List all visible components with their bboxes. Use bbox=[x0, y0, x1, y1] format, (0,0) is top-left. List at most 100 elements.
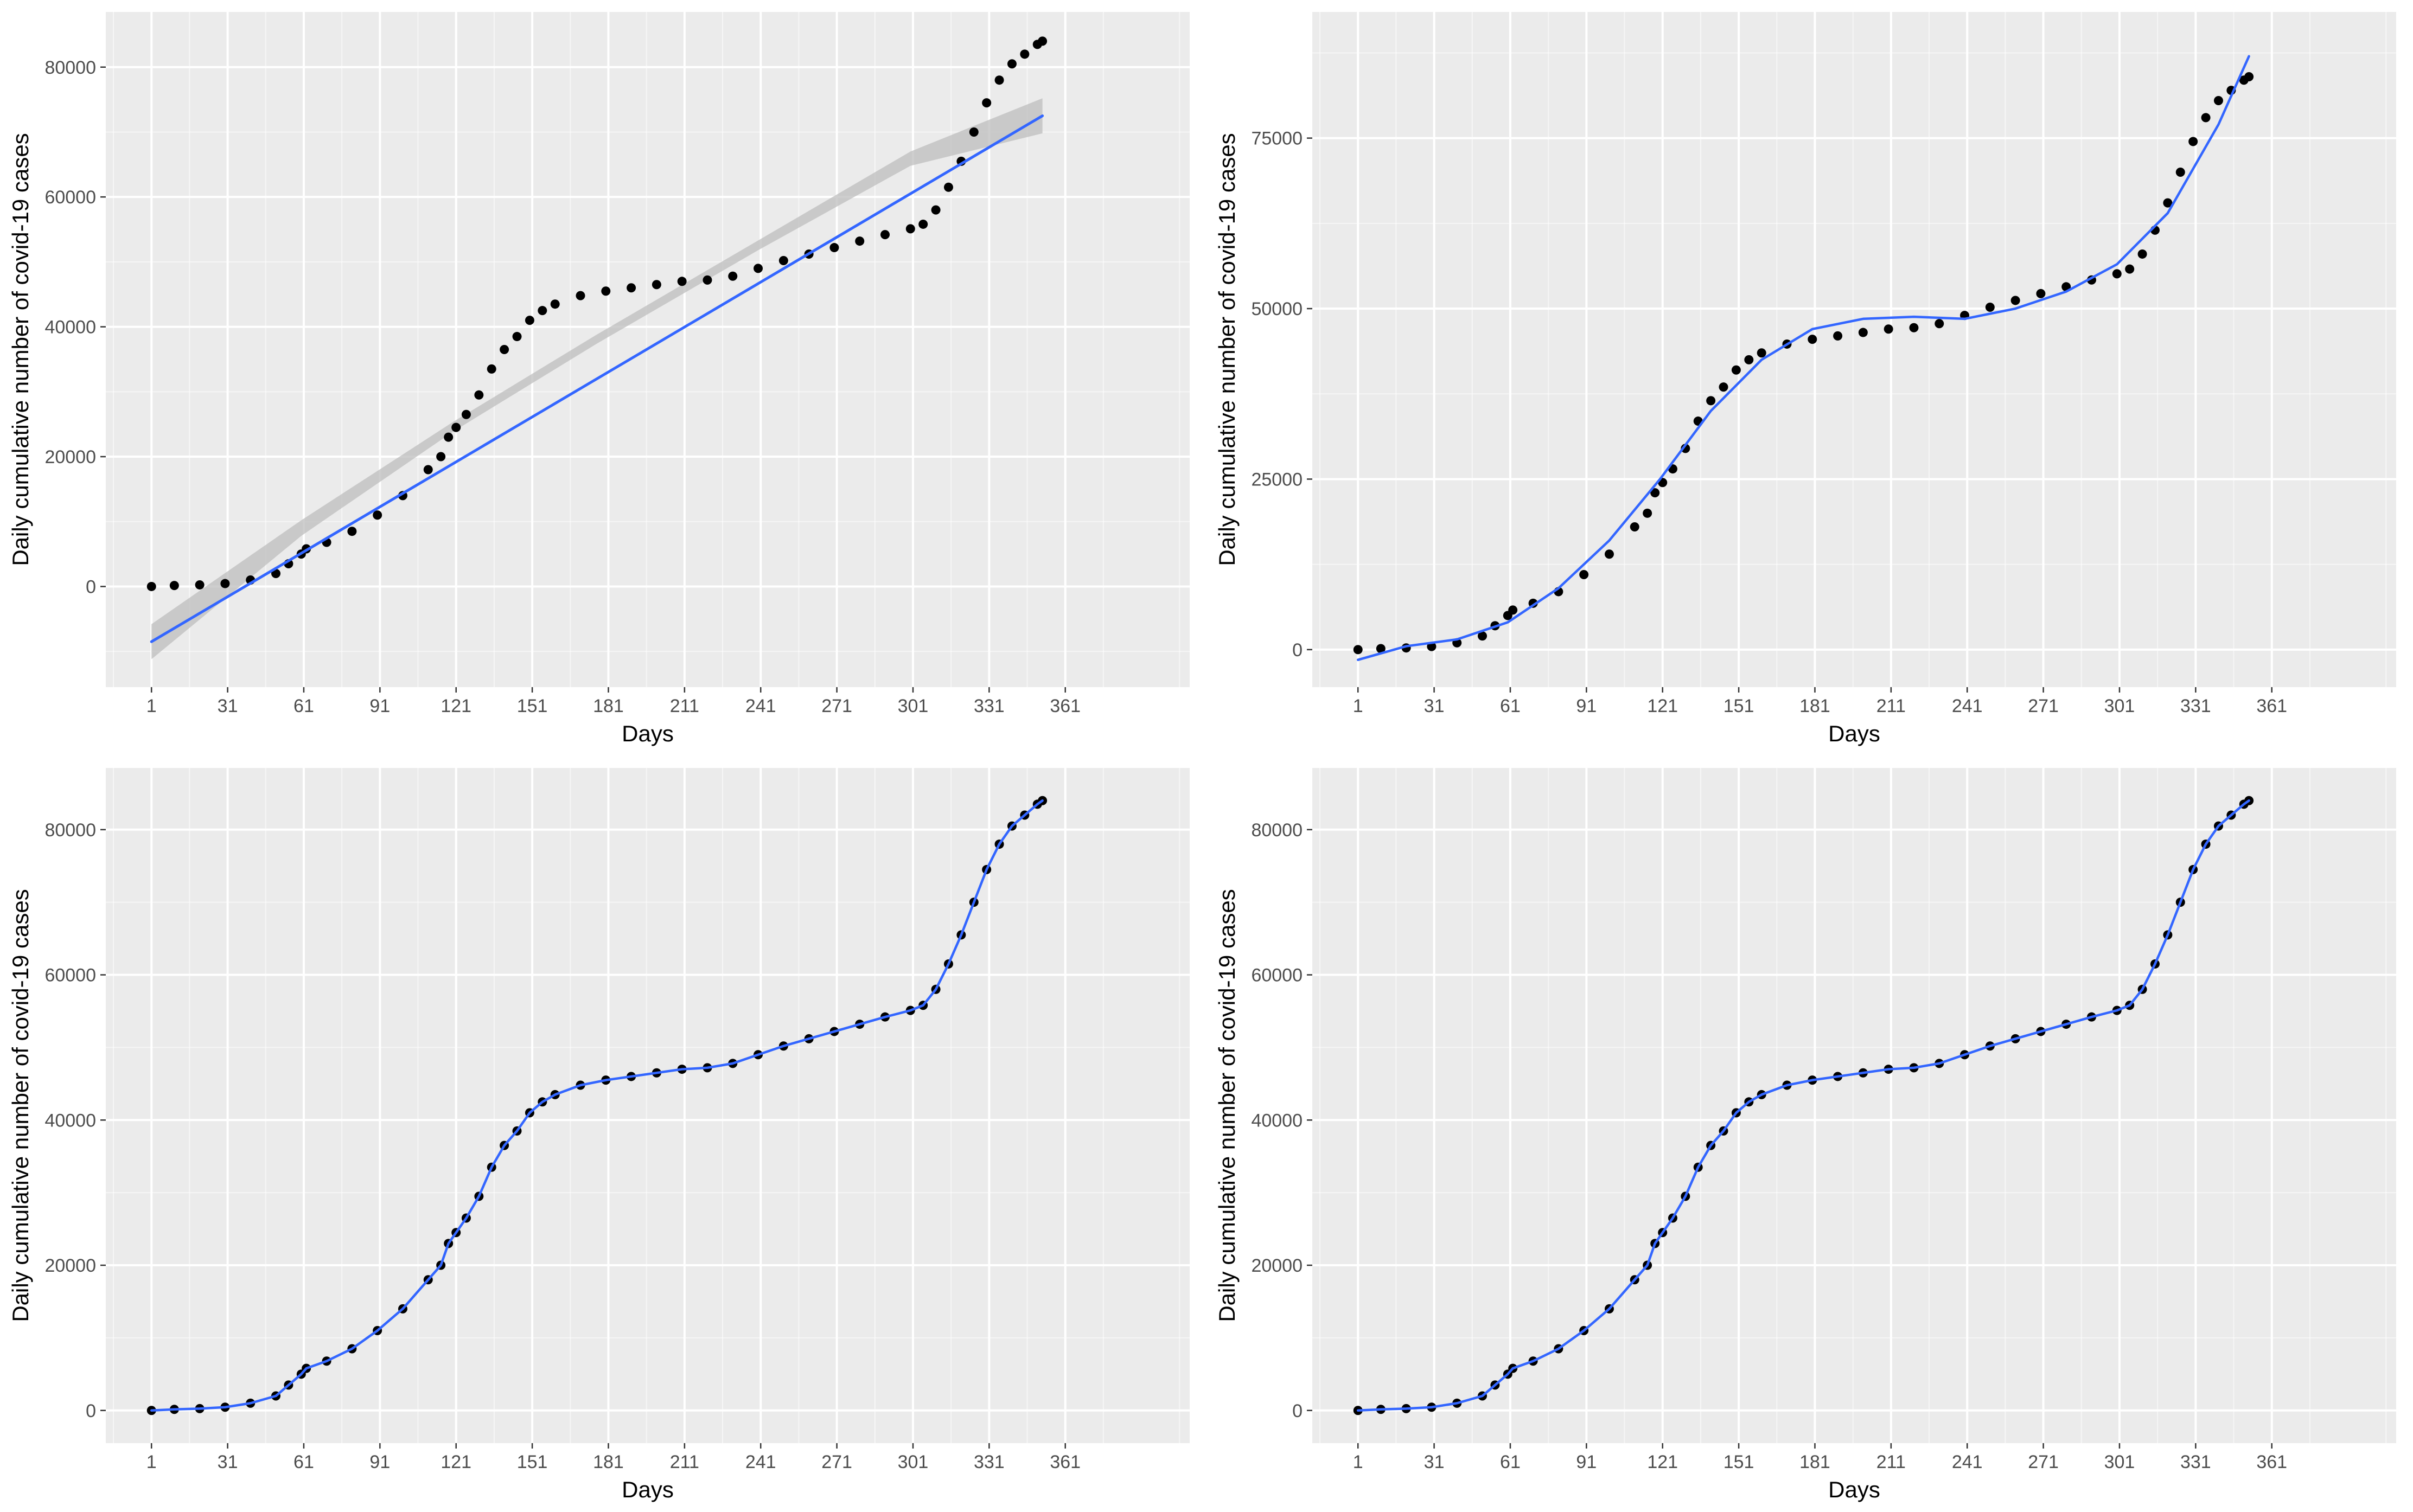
x-tick-label: 1 bbox=[1353, 1452, 1363, 1472]
x-tick-label: 331 bbox=[974, 696, 1005, 716]
y-tick-label: 0 bbox=[1292, 640, 1303, 661]
x-axis-title: Days bbox=[622, 1477, 674, 1502]
data-point bbox=[436, 452, 446, 462]
fit-line bbox=[1356, 55, 2250, 661]
data-point bbox=[576, 291, 585, 300]
x-tick-label: 211 bbox=[670, 1452, 699, 1472]
x-tick-label: 241 bbox=[745, 696, 776, 716]
x-tick-label: 331 bbox=[2180, 696, 2211, 716]
chart-svg: 1 31 61 91 121 151 181 211 241 271 301 331 361 0 25000… bbox=[1214, 12, 2396, 746]
y-tick-label: 40000 bbox=[44, 317, 96, 338]
plot-background bbox=[106, 768, 1190, 1443]
y-tick-label: 20000 bbox=[44, 1255, 96, 1276]
data-point bbox=[2244, 72, 2254, 81]
data-point bbox=[1744, 355, 1754, 364]
chart-svg: 1 31 61 91 121 151 181 211 241 271 301 331 361 0 20000… bbox=[8, 768, 1190, 1502]
data-point bbox=[1808, 335, 1817, 344]
data-point bbox=[1353, 645, 1363, 655]
data-point bbox=[1833, 331, 1843, 341]
confidence-band bbox=[151, 98, 1043, 659]
x-tick-label: 1 bbox=[1353, 696, 1363, 716]
x-tick-label: 301 bbox=[2104, 696, 2135, 716]
x-tick-label: 1 bbox=[146, 696, 157, 716]
fit-line bbox=[150, 114, 1044, 643]
chart-svg: 1 31 61 91 121 151 181 211 241 271 301 331 361 0 20000… bbox=[1214, 768, 2396, 1502]
x-tick-label: 31 bbox=[218, 696, 238, 716]
data-point bbox=[931, 205, 941, 215]
x-tick-label: 31 bbox=[218, 1452, 238, 1472]
fit-line bbox=[150, 799, 1044, 1412]
chart-panel-model-fit-a: 1 31 61 91 121 151 181 211 241 271 301 331 361 0 20000… bbox=[0, 756, 1206, 1512]
y-tick-label: 40000 bbox=[1251, 1110, 1303, 1131]
x-tick-label: 241 bbox=[1952, 696, 1983, 716]
x-tick-label: 301 bbox=[898, 696, 929, 716]
x-tick-label: 61 bbox=[1500, 696, 1521, 716]
data-point bbox=[1706, 396, 1716, 406]
x-tick-label: 181 bbox=[593, 1452, 624, 1472]
data-point bbox=[943, 182, 953, 192]
data-point bbox=[2213, 95, 2223, 105]
x-tick-label: 211 bbox=[1876, 696, 1906, 716]
y-tick-label: 40000 bbox=[44, 1110, 96, 1131]
x-tick-label: 271 bbox=[821, 696, 852, 716]
data-point bbox=[423, 465, 433, 475]
data-point bbox=[169, 581, 179, 591]
y-tick-label: 20000 bbox=[1251, 1255, 1303, 1276]
y-tick-label: 25000 bbox=[1251, 469, 1303, 490]
x-tick-label: 1 bbox=[146, 1452, 157, 1472]
x-tick-label: 121 bbox=[441, 1452, 471, 1472]
data-point bbox=[500, 345, 509, 354]
x-tick-label: 271 bbox=[2028, 1452, 2059, 1472]
data-point bbox=[1007, 59, 1017, 69]
x-tick-label: 331 bbox=[2180, 1452, 2211, 1472]
y-tick-label: 0 bbox=[86, 576, 96, 597]
x-tick-label: 31 bbox=[1424, 696, 1445, 716]
data-point bbox=[2010, 296, 2020, 305]
chart-panel-model-fit-b: 1 31 61 91 121 151 181 211 241 271 301 331 361 0 20000… bbox=[1206, 756, 2413, 1512]
y-tick-label: 20000 bbox=[44, 447, 96, 467]
x-tick-label: 241 bbox=[1952, 1452, 1983, 1472]
data-point bbox=[778, 255, 788, 265]
data-point bbox=[2036, 289, 2046, 298]
x-tick-label: 271 bbox=[2028, 696, 2059, 716]
x-tick-label: 91 bbox=[1576, 1452, 1597, 1472]
y-axis-title: Daily cumulative number of covid-19 case… bbox=[8, 133, 33, 566]
data-point bbox=[1858, 328, 1868, 337]
plot-background bbox=[1312, 768, 2396, 1443]
x-tick-label: 91 bbox=[369, 696, 390, 716]
data-point bbox=[444, 432, 454, 442]
data-point bbox=[271, 569, 281, 579]
y-axis-title: Daily cumulative number of covid-19 case… bbox=[1214, 133, 1240, 566]
x-tick-label: 331 bbox=[974, 1452, 1005, 1472]
x-tick-label: 301 bbox=[2104, 1452, 2135, 1472]
chart-panel-linear-fit: 1 31 61 91 121 151 181 211 241 271 301 331 361 0 20000… bbox=[0, 0, 1206, 756]
y-tick-label: 60000 bbox=[44, 187, 96, 208]
data-point bbox=[880, 230, 890, 240]
chart-panel-smooth-fit: 1 31 61 91 121 151 181 211 241 271 301 331 361 0 25000… bbox=[1206, 0, 2413, 756]
plot-background bbox=[1312, 12, 2396, 687]
data-point bbox=[1985, 303, 1995, 312]
x-tick-label: 121 bbox=[441, 696, 471, 716]
y-tick-label: 50000 bbox=[1251, 299, 1303, 319]
x-axis-title: Days bbox=[1828, 1477, 1880, 1502]
x-tick-label: 151 bbox=[517, 1452, 548, 1472]
data-point bbox=[1719, 382, 1728, 392]
data-point bbox=[474, 390, 484, 400]
x-tick-label: 61 bbox=[1500, 1452, 1521, 1472]
data-point bbox=[1731, 365, 1741, 375]
data-point bbox=[146, 581, 156, 591]
x-tick-label: 301 bbox=[898, 1452, 929, 1472]
data-point bbox=[905, 224, 915, 234]
x-tick-label: 241 bbox=[745, 1452, 776, 1472]
y-axis-title: Daily cumulative number of covid-19 case… bbox=[1214, 889, 1240, 1322]
data-point bbox=[1909, 323, 1919, 332]
data-point bbox=[994, 75, 1004, 85]
x-tick-label: 121 bbox=[1647, 1452, 1678, 1472]
x-tick-label: 271 bbox=[821, 1452, 852, 1472]
data-point bbox=[1038, 36, 1048, 46]
x-tick-label: 121 bbox=[1647, 696, 1678, 716]
data-point bbox=[855, 236, 865, 246]
data-point bbox=[728, 271, 738, 281]
x-tick-label: 181 bbox=[1799, 1452, 1830, 1472]
x-tick-label: 211 bbox=[1876, 1452, 1906, 1472]
